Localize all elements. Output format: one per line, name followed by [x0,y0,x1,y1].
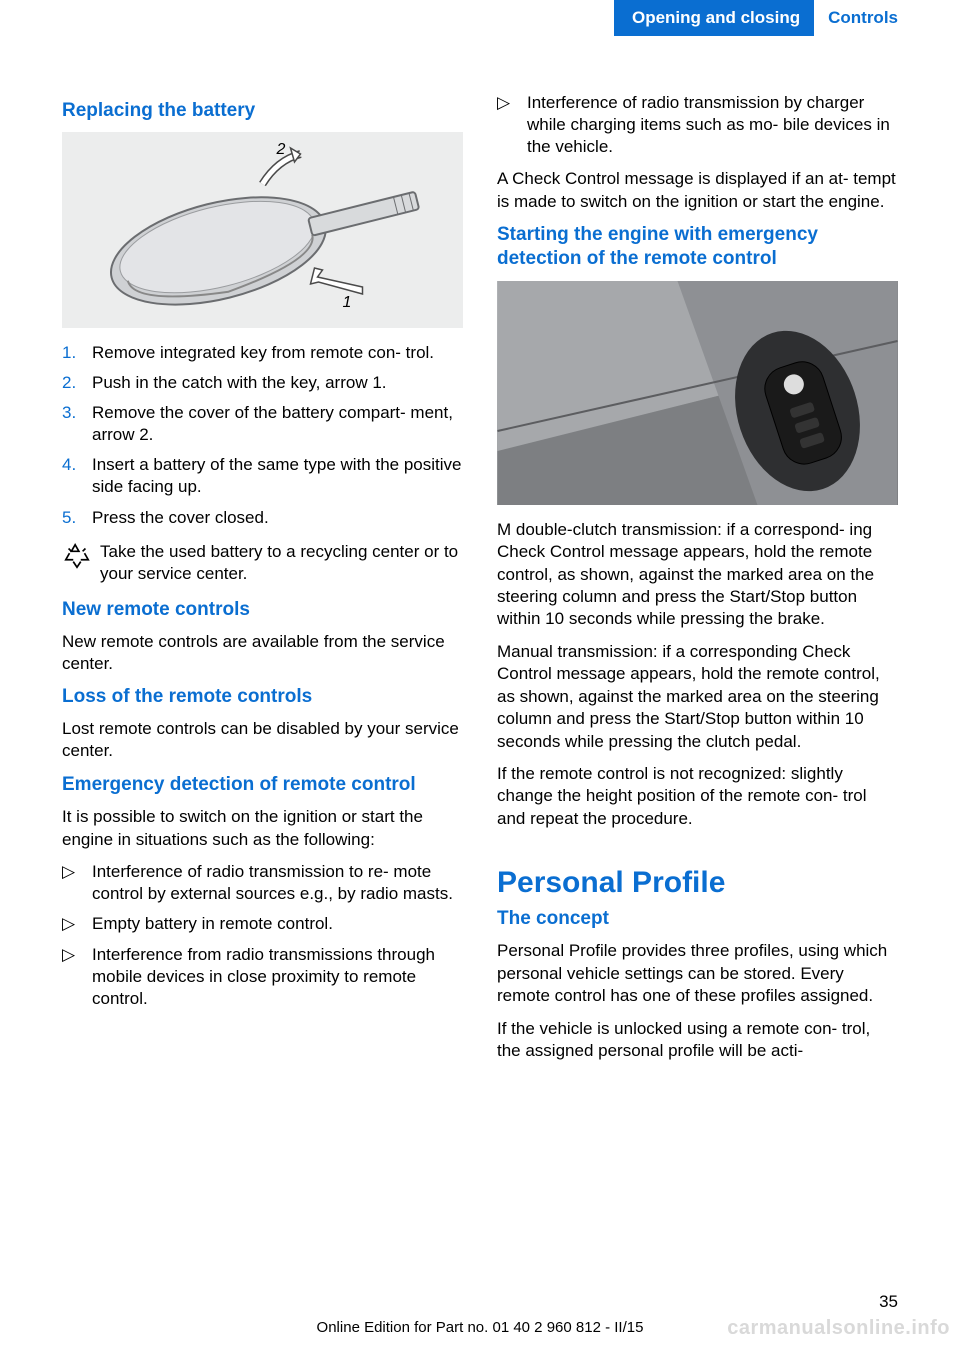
heading-personal-profile: Personal Profile [497,866,898,900]
recycle-icon [62,541,100,585]
heading-emergency-detect: Emergency detection of remote control [62,773,463,797]
page-number: 35 [879,1292,898,1312]
page-body: Replacing the battery 1 [0,36,960,1063]
recycle-note: Take the used battery to a recycling cen… [62,541,463,585]
para-concept-1: Personal Profile provides three profiles… [497,940,898,1007]
bullets-emergency-a: ▷Interference of radio transmission to r… [62,861,463,1010]
bullet-text: Interference of radio transmission to re… [92,861,463,905]
bullets-emergency-b: ▷Interference of radio transmission by c… [497,92,898,158]
triangle-icon: ▷ [62,861,92,905]
label-arrow-1: 1 [343,294,352,311]
bullet-item: ▷Interference from radio transmissions t… [62,944,463,1010]
heading-replacing-battery: Replacing the battery [62,100,463,122]
step-num: 3. [62,402,92,446]
step-text: Remove the cover of the battery compart‐… [92,402,463,446]
triangle-icon: ▷ [62,944,92,1010]
heading-new-remote: New remote controls [62,599,463,621]
photo-svg [497,281,898,505]
arrow-2: 2 [263,141,301,184]
step-num: 5. [62,507,92,529]
para-manual: Manual transmission: if a corresponding … [497,641,898,753]
bullet-text: Interference of radio transmission by ch… [527,92,898,158]
para-not-recognized: If the remote control is not recognized:… [497,763,898,830]
bullet-item: ▷Empty battery in remote control. [62,913,463,935]
bullet-item: ▷Interference of radio transmission by c… [497,92,898,158]
para-emergency-intro: It is possible to switch on the ignition… [62,806,463,851]
step-3: 3.Remove the cover of the battery compar… [62,402,463,446]
illustration-key-battery: 1 2 [62,132,463,328]
para-mdct: M double-clutch transmission: if a corre… [497,519,898,631]
step-text: Press the cover closed. [92,507,269,529]
step-4: 4.Insert a battery of the same type with… [62,454,463,498]
step-text: Remove integrated key from remote con‐ t… [92,342,434,364]
label-arrow-2: 2 [276,141,286,158]
step-num: 2. [62,372,92,394]
photo-remote-on-column [497,281,898,505]
step-num: 4. [62,454,92,498]
bullet-item: ▷Interference of radio transmission to r… [62,861,463,905]
triangle-icon: ▷ [62,913,92,935]
para-loss-remote: Lost remote controls can be disabled by … [62,718,463,763]
para-new-remote: New remote controls are available from t… [62,631,463,676]
header-section: Controls [814,0,960,36]
header-bar: Opening and closing Controls [0,0,960,36]
heading-concept: The concept [497,908,898,930]
step-num: 1. [62,342,92,364]
step-5: 5.Press the cover closed. [62,507,463,529]
bullet-text: Empty battery in remote control. [92,913,333,935]
heading-loss-remote: Loss of the remote controls [62,686,463,708]
key-illustration-svg: 1 2 [62,132,463,328]
triangle-icon: ▷ [497,92,527,158]
step-text: Push in the catch with the key, arrow 1. [92,372,387,394]
step-text: Insert a battery of the same type with t… [92,454,463,498]
para-concept-2: If the vehicle is unlocked using a remot… [497,1018,898,1063]
arrow-1: 1 [311,268,363,311]
watermark: carmanualsonline.info [727,1317,950,1340]
step-1: 1.Remove integrated key from remote con‐… [62,342,463,364]
para-check-control: A Check Control message is displayed if … [497,168,898,213]
heading-start-emergency: Starting the engine with emergency detec… [497,223,898,271]
header-chapter: Opening and closing [614,0,814,36]
bullet-text: Interference from radio transmissions th… [92,944,463,1010]
steps-replace-battery: 1.Remove integrated key from remote con‐… [62,342,463,529]
recycle-text: Take the used battery to a recycling cen… [100,541,463,585]
step-2: 2.Push in the catch with the key, arrow … [62,372,463,394]
